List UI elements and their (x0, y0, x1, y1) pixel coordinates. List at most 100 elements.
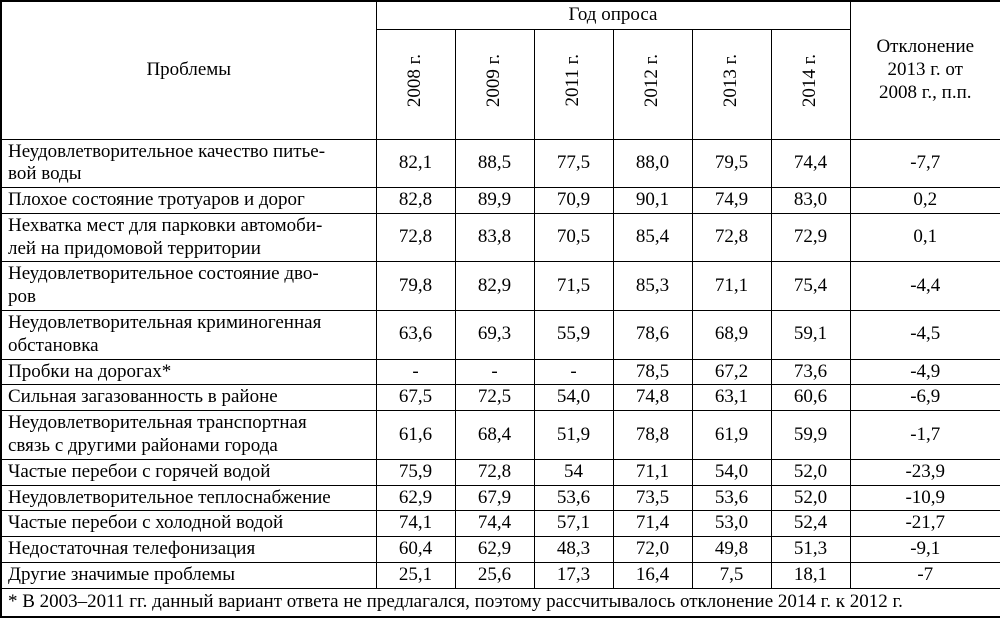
value-cell: 75,9 (375, 458, 456, 486)
value-cell: 59,9 (770, 410, 851, 460)
value-cell: 53,6 (691, 484, 772, 512)
value-cell: 72,8 (375, 212, 456, 263)
value-cell: 59,1 (770, 310, 851, 360)
problem-cell: Неудовлетворительное качество питье- вой… (0, 138, 377, 189)
problem-cell: Плохое состояние тротуаров и дорог (0, 187, 377, 214)
value-cell: 52,0 (770, 458, 851, 486)
table-row: Недостаточная телефонизация 60,4 62,9 48… (0, 536, 1000, 564)
value-cell: 61,6 (375, 410, 456, 460)
value-cell: 67,9 (454, 484, 535, 512)
table-row: Плохое состояние тротуаров и дорог 82,8 … (0, 187, 1000, 214)
value-cell: 82,8 (375, 187, 456, 214)
value-cell: 67,5 (375, 384, 456, 412)
deviation-cell: -4,4 (849, 261, 1000, 312)
year-label: 2009 г. (483, 54, 505, 108)
problem-cell: Недостаточная телефонизация (0, 536, 377, 564)
value-cell: 71,1 (612, 458, 693, 486)
year-label: 2008 г. (404, 54, 426, 108)
value-cell: 60,4 (375, 536, 456, 564)
value-cell: 55,9 (533, 310, 614, 360)
value-cell: 72,9 (770, 212, 851, 263)
value-cell: 83,0 (770, 187, 851, 214)
year-column-header: 2012 г. (612, 28, 693, 140)
value-cell: 52,0 (770, 484, 851, 512)
value-cell: 57,1 (533, 510, 614, 538)
value-cell: 16,4 (612, 562, 693, 589)
deviation-cell: -1,7 (849, 410, 1000, 460)
value-cell: 88,0 (612, 138, 693, 189)
value-cell: 73,5 (612, 484, 693, 512)
deviation-cell: 0,2 (849, 187, 1000, 214)
value-cell: 74,4 (770, 138, 851, 189)
deviation-cell: -7 (849, 562, 1000, 589)
deviation-cell: -21,7 (849, 510, 1000, 538)
value-cell: 89,9 (454, 187, 535, 214)
problem-cell: Сильная загазованность в районе (0, 384, 377, 412)
value-cell: 74,8 (612, 384, 693, 412)
year-column-header: 2008 г. (375, 28, 456, 140)
value-cell: 63,1 (691, 384, 772, 412)
value-cell: 7,5 (691, 562, 772, 589)
value-cell: 18,1 (770, 562, 851, 589)
table-row: Неудовлетворительная транспортная связь … (0, 410, 1000, 460)
year-label: 2012 г. (641, 54, 663, 108)
table-row: Неудовлетворительная криминогенная обста… (0, 310, 1000, 360)
deviation-cell: 0,1 (849, 212, 1000, 263)
value-cell: 71,4 (612, 510, 693, 538)
value-cell: 25,6 (454, 562, 535, 589)
value-cell: 68,4 (454, 410, 535, 460)
value-cell: 52,4 (770, 510, 851, 538)
value-cell: 75,4 (770, 261, 851, 312)
footnote-text: * В 2003–2011 гг. данный вариант ответа … (0, 587, 1000, 618)
value-cell: 53,6 (533, 484, 614, 512)
year-column-header: 2014 г. (770, 28, 851, 140)
problem-cell: Частые перебои с холодной водой (0, 510, 377, 538)
value-cell: 71,1 (691, 261, 772, 312)
deviation-cell: -23,9 (849, 458, 1000, 486)
value-cell: 60,6 (770, 384, 851, 412)
value-cell: 69,3 (454, 310, 535, 360)
value-cell: 68,9 (691, 310, 772, 360)
value-cell: 72,0 (612, 536, 693, 564)
table-row: Сильная загазованность в районе 67,5 72,… (0, 384, 1000, 412)
value-cell: 48,3 (533, 536, 614, 564)
value-cell: 54,0 (691, 458, 772, 486)
value-cell: - (375, 358, 456, 386)
table-row: Частые перебои с холодной водой 74,1 74,… (0, 510, 1000, 538)
value-cell: 78,5 (612, 358, 693, 386)
deviation-cell: -10,9 (849, 484, 1000, 512)
table-row: Неудовлетворительное теплоснабжение 62,9… (0, 484, 1000, 512)
value-cell: 72,5 (454, 384, 535, 412)
deviation-cell: -7,7 (849, 138, 1000, 189)
value-cell: - (533, 358, 614, 386)
value-cell: 82,1 (375, 138, 456, 189)
value-cell: 88,5 (454, 138, 535, 189)
value-cell: 74,9 (691, 187, 772, 214)
value-cell: 51,3 (770, 536, 851, 564)
header-row-group: Проблемы Год опроса Отклонение 2013 г. о… (0, 0, 1000, 140)
value-cell: 73,6 (770, 358, 851, 386)
year-group-header: Год опроса (375, 0, 851, 30)
value-cell: 62,9 (454, 536, 535, 564)
value-cell: 51,9 (533, 410, 614, 460)
value-cell: 67,2 (691, 358, 772, 386)
value-cell: 70,9 (533, 187, 614, 214)
year-column-header: 2011 г. (533, 28, 614, 140)
value-cell: 85,3 (612, 261, 693, 312)
value-cell: 79,8 (375, 261, 456, 312)
deviation-cell: -9,1 (849, 536, 1000, 564)
problem-cell: Неудовлетворительное теплоснабжение (0, 484, 377, 512)
value-cell: 54,0 (533, 384, 614, 412)
value-cell: 74,4 (454, 510, 535, 538)
table-row: Частые перебои с горячей водой 75,9 72,8… (0, 458, 1000, 486)
deviation-cell: -4,5 (849, 310, 1000, 360)
value-cell: 77,5 (533, 138, 614, 189)
value-cell: 62,9 (375, 484, 456, 512)
value-cell: 72,8 (454, 458, 535, 486)
value-cell: 17,3 (533, 562, 614, 589)
value-cell: 70,5 (533, 212, 614, 263)
table-row: Пробки на дорогах* - - - 78,5 67,2 73,6 … (0, 358, 1000, 386)
deviation-cell: -6,9 (849, 384, 1000, 412)
